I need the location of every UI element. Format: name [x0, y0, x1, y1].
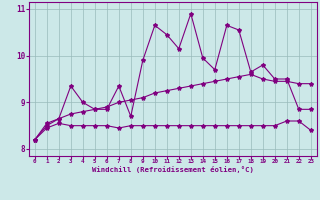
X-axis label: Windchill (Refroidissement éolien,°C): Windchill (Refroidissement éolien,°C)	[92, 166, 254, 173]
